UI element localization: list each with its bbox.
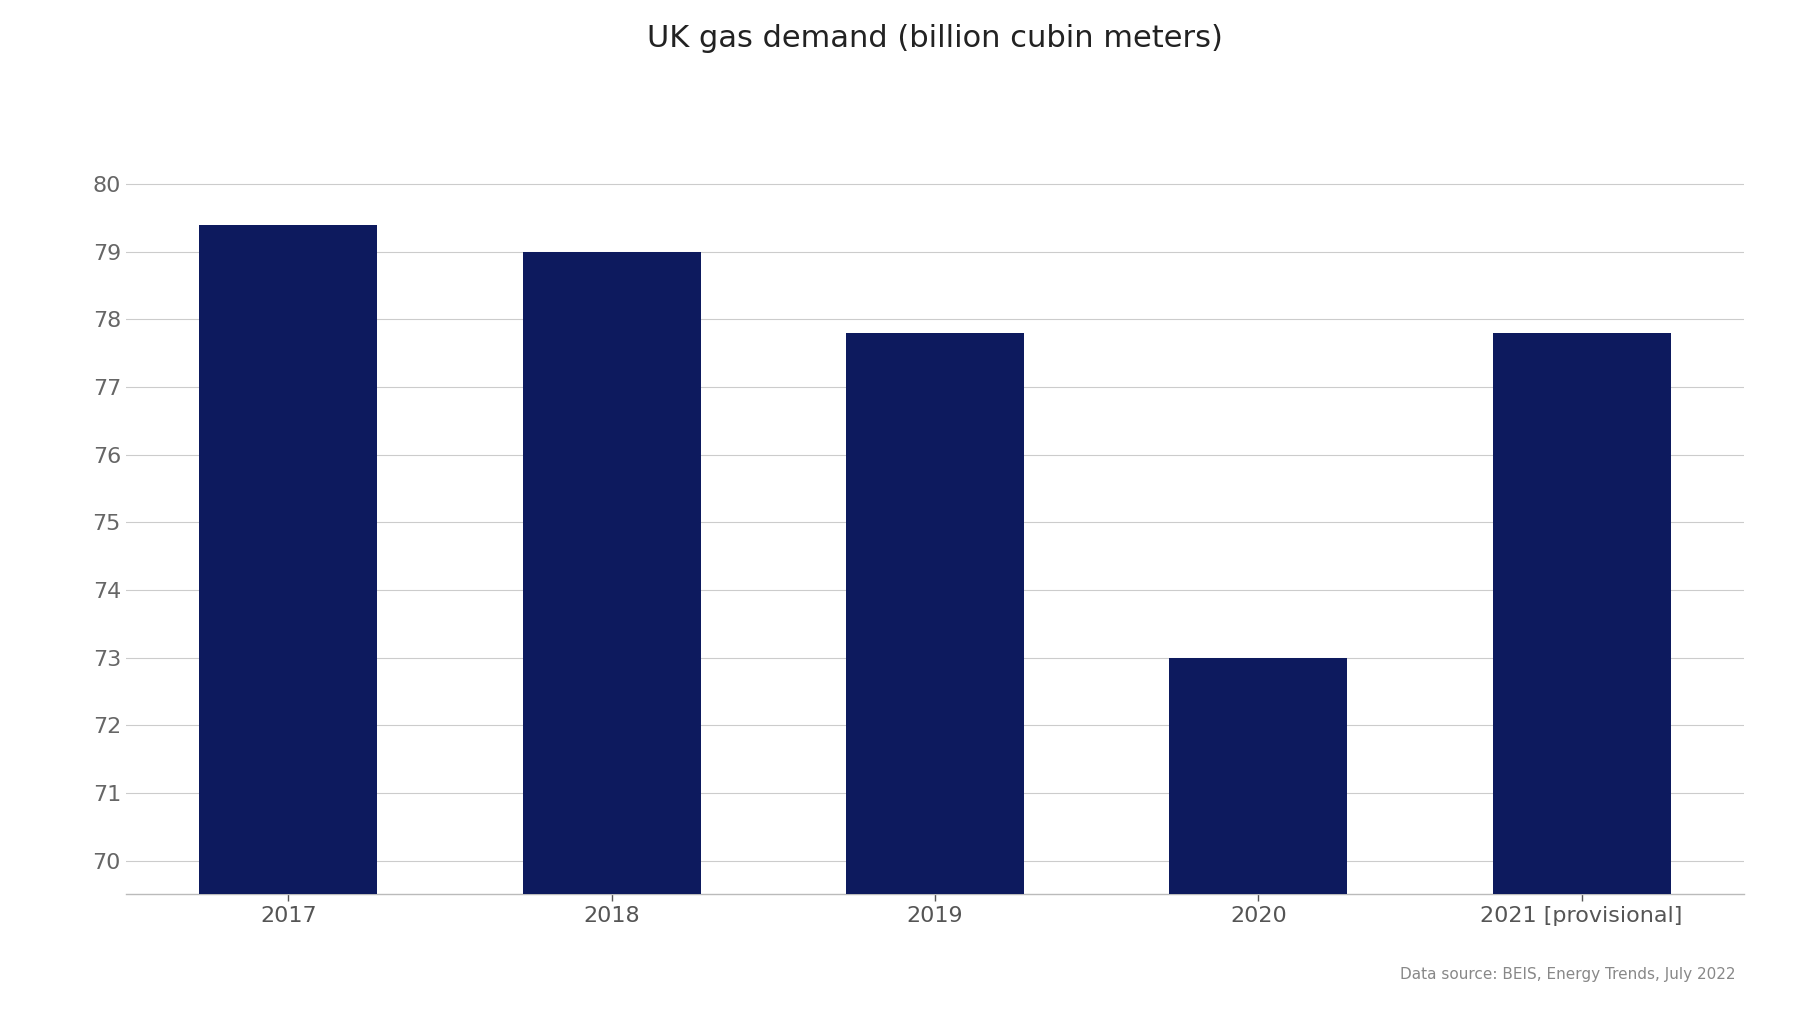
Bar bbox=[847, 333, 1023, 894]
Title: UK gas demand (billion cubin meters): UK gas demand (billion cubin meters) bbox=[647, 25, 1223, 53]
Text: Data source: BEIS, Energy Trends, July 2022: Data source: BEIS, Energy Trends, July 2… bbox=[1399, 966, 1735, 982]
Bar bbox=[1169, 658, 1347, 894]
Bar bbox=[1492, 333, 1670, 894]
Bar bbox=[200, 224, 378, 894]
Bar bbox=[523, 252, 701, 894]
